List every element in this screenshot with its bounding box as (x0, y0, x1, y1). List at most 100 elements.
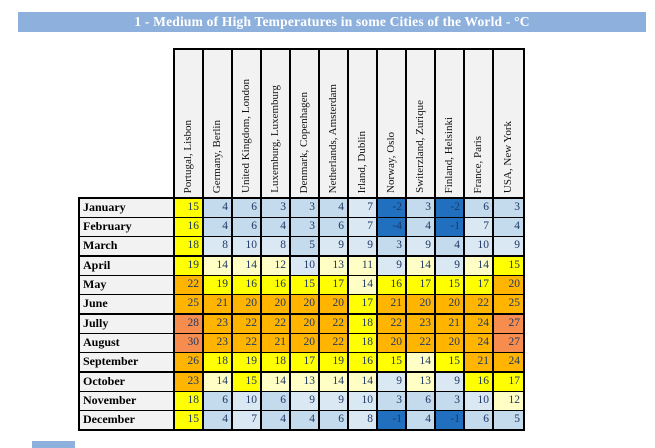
temperature-cell[interactable]: 6 (204, 392, 233, 410)
temperature-cell[interactable]: 20 (291, 295, 320, 313)
temperature-cell[interactable]: 3 (436, 392, 465, 410)
temperature-cell[interactable]: 12 (494, 392, 523, 410)
row-header-month[interactable]: March (80, 237, 175, 255)
temperature-cell[interactable]: -2 (378, 199, 407, 217)
temperature-cell[interactable]: 16 (175, 218, 204, 236)
temperature-cell[interactable]: 20 (320, 295, 349, 313)
temperature-cell[interactable]: 6 (407, 392, 436, 410)
temperature-cell[interactable]: 4 (494, 218, 523, 236)
temperature-cell[interactable]: 4 (320, 199, 349, 217)
temperature-cell[interactable]: 19 (320, 353, 349, 371)
temperature-cell[interactable]: 22 (233, 315, 262, 333)
temperature-cell[interactable]: 15 (494, 257, 523, 275)
column-header-cell[interactable]: Finland, Helsinki (436, 50, 465, 197)
temperature-cell[interactable]: 17 (349, 295, 378, 313)
temperature-cell[interactable]: 4 (204, 199, 233, 217)
temperature-cell[interactable]: 27 (494, 315, 523, 333)
row-header-month[interactable]: August (80, 334, 175, 352)
temperature-cell[interactable]: 6 (233, 199, 262, 217)
temperature-cell[interactable]: 7 (349, 218, 378, 236)
temperature-cell[interactable]: 25 (494, 295, 523, 313)
temperature-cell[interactable]: 20 (378, 334, 407, 352)
temperature-cell[interactable]: 27 (494, 334, 523, 352)
temperature-cell[interactable]: 23 (407, 315, 436, 333)
temperature-cell[interactable]: 17 (465, 276, 494, 294)
temperature-cell[interactable]: 14 (204, 373, 233, 391)
row-header-month[interactable]: October (80, 373, 175, 391)
row-header-month[interactable]: May (80, 276, 175, 294)
temperature-cell[interactable]: 30 (175, 334, 204, 352)
temperature-cell[interactable]: 6 (262, 392, 291, 410)
temperature-cell[interactable]: 9 (320, 237, 349, 255)
column-header-cell[interactable]: United Kingdom, London (233, 50, 262, 197)
temperature-cell[interactable]: 20 (291, 315, 320, 333)
column-header-cell[interactable]: Switerzland, Zurique (407, 50, 436, 197)
temperature-cell[interactable]: 14 (204, 257, 233, 275)
temperature-cell[interactable]: 20 (291, 334, 320, 352)
temperature-cell[interactable]: 18 (349, 315, 378, 333)
temperature-cell[interactable]: 7 (349, 199, 378, 217)
temperature-cell[interactable]: 3 (378, 392, 407, 410)
row-header-month[interactable]: January (80, 199, 175, 217)
temperature-cell[interactable]: 16 (233, 276, 262, 294)
temperature-cell[interactable]: 3 (378, 237, 407, 255)
temperature-cell[interactable]: 9 (349, 237, 378, 255)
temperature-cell[interactable]: 16 (378, 276, 407, 294)
temperature-cell[interactable]: 10 (349, 392, 378, 410)
temperature-cell[interactable]: 21 (436, 315, 465, 333)
temperature-cell[interactable]: 23 (175, 373, 204, 391)
temperature-cell[interactable]: 22 (465, 295, 494, 313)
column-header-cell[interactable]: Irland, Dublin (349, 50, 378, 197)
temperature-cell[interactable]: 10 (291, 257, 320, 275)
temperature-cell[interactable]: 9 (378, 257, 407, 275)
temperature-cell[interactable]: 15 (175, 199, 204, 217)
temperature-cell[interactable]: 6 (320, 218, 349, 236)
temperature-cell[interactable]: 15 (175, 411, 204, 429)
temperature-cell[interactable]: 16 (262, 276, 291, 294)
temperature-cell[interactable]: -4 (378, 218, 407, 236)
temperature-cell[interactable]: 17 (291, 353, 320, 371)
temperature-cell[interactable]: 23 (204, 315, 233, 333)
temperature-cell[interactable]: 17 (320, 276, 349, 294)
temperature-cell[interactable]: 28 (175, 315, 204, 333)
temperature-cell[interactable]: 17 (494, 373, 523, 391)
row-header-month[interactable]: November (80, 392, 175, 410)
temperature-cell[interactable]: 23 (204, 334, 233, 352)
temperature-cell[interactable]: 10 (233, 237, 262, 255)
temperature-cell[interactable]: 19 (175, 257, 204, 275)
temperature-cell[interactable]: 4 (407, 411, 436, 429)
row-header-month[interactable]: February (80, 218, 175, 236)
temperature-cell[interactable]: 18 (349, 334, 378, 352)
temperature-cell[interactable]: 20 (436, 295, 465, 313)
temperature-cell[interactable]: 8 (204, 237, 233, 255)
temperature-cell[interactable]: 6 (320, 411, 349, 429)
row-header-month[interactable]: June (80, 295, 175, 313)
temperature-cell[interactable]: 16 (465, 373, 494, 391)
temperature-cell[interactable]: 15 (291, 276, 320, 294)
column-header-cell[interactable]: Denmark, Copenhagen (291, 50, 320, 197)
temperature-cell[interactable]: 9 (320, 392, 349, 410)
row-header-month[interactable]: April (80, 257, 175, 275)
column-header-cell[interactable]: France, Paris (465, 50, 494, 197)
temperature-cell[interactable]: 26 (175, 353, 204, 371)
temperature-cell[interactable]: 22 (378, 315, 407, 333)
temperature-cell[interactable]: 20 (436, 334, 465, 352)
column-header-cell[interactable]: Portugal, Lisbon (175, 50, 204, 197)
temperature-cell[interactable]: 9 (378, 373, 407, 391)
temperature-cell[interactable]: 17 (407, 276, 436, 294)
temperature-cell[interactable]: 8 (262, 237, 291, 255)
column-header-cell[interactable]: Netherlands, Amsterdam (320, 50, 349, 197)
column-header-cell[interactable]: Norway, Oslo (378, 50, 407, 197)
temperature-cell[interactable]: 22 (262, 315, 291, 333)
temperature-cell[interactable]: 6 (233, 218, 262, 236)
temperature-cell[interactable]: 4 (262, 411, 291, 429)
temperature-cell[interactable]: 6 (465, 411, 494, 429)
temperature-cell[interactable]: 24 (465, 334, 494, 352)
temperature-cell[interactable]: 3 (291, 218, 320, 236)
temperature-cell[interactable]: 14 (465, 257, 494, 275)
temperature-cell[interactable]: 15 (436, 276, 465, 294)
temperature-cell[interactable]: 10 (233, 392, 262, 410)
temperature-cell[interactable]: 18 (175, 237, 204, 255)
temperature-cell[interactable]: 20 (494, 276, 523, 294)
temperature-cell[interactable]: 20 (407, 295, 436, 313)
